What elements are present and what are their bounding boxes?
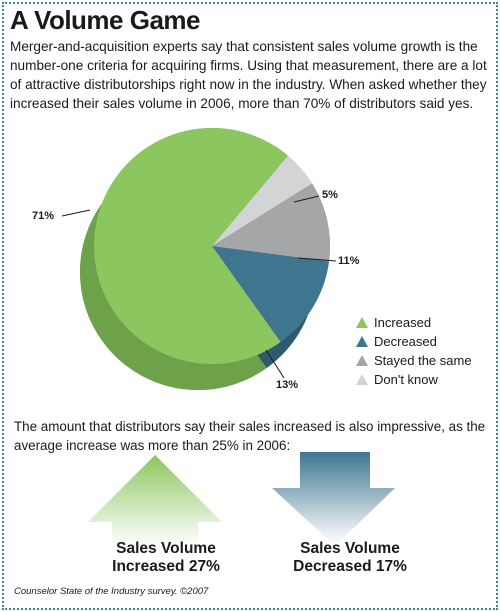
pie-slice-decreased bbox=[212, 246, 329, 342]
legend-label-decreased: Decreased bbox=[374, 334, 437, 349]
up-arrow bbox=[88, 455, 222, 548]
secondary-paragraph: The amount that distributors say their s… bbox=[14, 419, 486, 453]
up-arrow-caption: Sales Volume Increased 27% bbox=[76, 540, 256, 576]
pie-label-stayed-the-same: 11% bbox=[338, 255, 360, 267]
legend-item-stayed: Stayed the same bbox=[356, 351, 472, 370]
down-arrow bbox=[272, 452, 395, 546]
legend-swatch-stayed bbox=[356, 355, 368, 366]
pie-label-increased: 71% bbox=[32, 210, 54, 222]
leader-dont-know bbox=[293, 195, 320, 203]
up-arrow-caption-line2: Increased 27% bbox=[112, 558, 220, 575]
pie-slice-dont-know bbox=[212, 155, 313, 246]
legend-item-decreased: Decreased bbox=[356, 332, 472, 351]
pie-slice-increased bbox=[93, 128, 288, 365]
legend-label-stayed: Stayed the same bbox=[374, 353, 472, 368]
legend-item-dont-know: Don't know bbox=[356, 370, 472, 389]
legend-label-dont-know: Don't know bbox=[374, 372, 438, 387]
pie-leader-lines bbox=[61, 195, 337, 379]
source-note: Counselor State of the Industry survey. … bbox=[14, 586, 209, 597]
legend-swatch-increased bbox=[356, 317, 368, 328]
leader-decreased bbox=[265, 349, 285, 379]
pie-labels: 71% 13% 11% 5% bbox=[32, 189, 360, 391]
pie-legend: Increased Decreased Stayed the same Don'… bbox=[356, 313, 472, 389]
down-arrow-caption: Sales Volume Decreased 17% bbox=[260, 540, 440, 576]
pie-label-dont-know: 5% bbox=[322, 189, 338, 201]
legend-item-increased: Increased bbox=[356, 313, 472, 332]
arrows-layer bbox=[88, 452, 395, 548]
leader-stayed-the-same bbox=[297, 257, 337, 262]
pie-top-layer bbox=[93, 128, 331, 365]
down-arrow-caption-line2: Decreased 17% bbox=[293, 558, 407, 575]
up-arrow-caption-line1: Sales Volume bbox=[116, 540, 216, 557]
intro-paragraph: Merger-and-acquisition experts say that … bbox=[10, 39, 487, 111]
legend-label-increased: Increased bbox=[374, 315, 432, 330]
pie-label-decreased: 13% bbox=[276, 379, 298, 391]
down-arrow-caption-line1: Sales Volume bbox=[300, 540, 400, 557]
pie-slice-stayed-the-same bbox=[212, 183, 331, 262]
legend-swatch-decreased bbox=[356, 336, 368, 347]
legend-swatch-dont-know bbox=[356, 374, 368, 385]
leader-increased bbox=[61, 209, 91, 217]
infographic-title: A Volume Game bbox=[10, 5, 201, 35]
